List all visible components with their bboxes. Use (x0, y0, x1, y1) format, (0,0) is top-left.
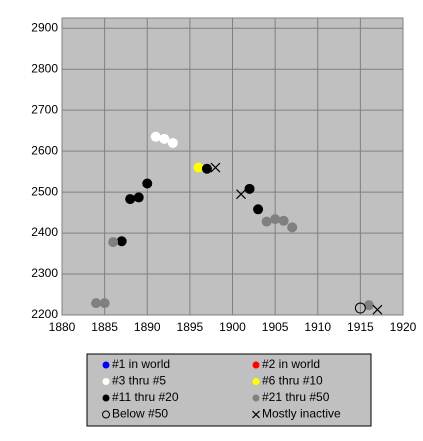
legend-marker (252, 361, 260, 369)
x-tick-label: 1915 (347, 320, 374, 334)
x-tick-label: 1910 (304, 320, 331, 334)
point (193, 162, 204, 173)
legend-label: #1 in world (112, 357, 170, 371)
legend-marker (252, 378, 260, 385)
y-tick-label: 2500 (31, 184, 58, 198)
x-tick-label: 1905 (262, 320, 289, 334)
point (270, 214, 281, 225)
point (150, 131, 161, 142)
point (287, 222, 298, 233)
y-tick-label: 2700 (31, 102, 58, 116)
legend-label: Mostly inactive (262, 407, 341, 421)
legend-label: #21 thru #50 (262, 390, 330, 404)
y-tick-label: 2200 (31, 307, 58, 321)
plot-border (61, 17, 404, 316)
legend-label: #11 thru #20 (112, 390, 179, 404)
point (167, 137, 178, 148)
point (253, 204, 264, 215)
point (278, 215, 289, 226)
legend-marker (102, 361, 110, 369)
point (142, 178, 153, 189)
legend (86, 353, 372, 427)
point (201, 163, 212, 174)
point (99, 298, 110, 309)
legend-label: #6 thru #10 (262, 374, 323, 388)
point (125, 194, 136, 205)
y-tick-label: 2400 (31, 225, 58, 239)
y-tick-label: 2900 (31, 20, 58, 34)
x-tick-label: 1920 (390, 320, 417, 334)
legend-marker (102, 410, 110, 419)
point (108, 237, 119, 248)
x-marker (236, 189, 246, 200)
y-tick-label: 2800 (31, 61, 58, 75)
x-marker (372, 304, 383, 315)
y-tick-label: 2600 (31, 143, 58, 157)
point (354, 302, 366, 314)
point (261, 216, 272, 227)
legend-label: #2 in world (262, 357, 320, 371)
x-marker (210, 162, 221, 173)
x-tick-label: 1890 (134, 320, 161, 334)
point (363, 300, 374, 311)
point (133, 192, 144, 203)
legend-marker (252, 394, 260, 402)
y-tick-label: 2300 (31, 266, 58, 280)
legend-label: Below #50 (112, 407, 168, 421)
x-tick-label: 1900 (219, 320, 246, 334)
point (159, 133, 170, 144)
point (244, 183, 255, 194)
legend-marker (102, 378, 110, 385)
x-tick-label: 1880 (49, 320, 76, 334)
legend-marker (252, 410, 260, 419)
legend-label: #3 thru #5 (112, 374, 166, 388)
legend-marker (102, 394, 110, 402)
point (116, 236, 127, 247)
x-tick-label: 1895 (177, 320, 204, 334)
x-tick-label: 1885 (91, 320, 118, 334)
point (91, 298, 102, 309)
